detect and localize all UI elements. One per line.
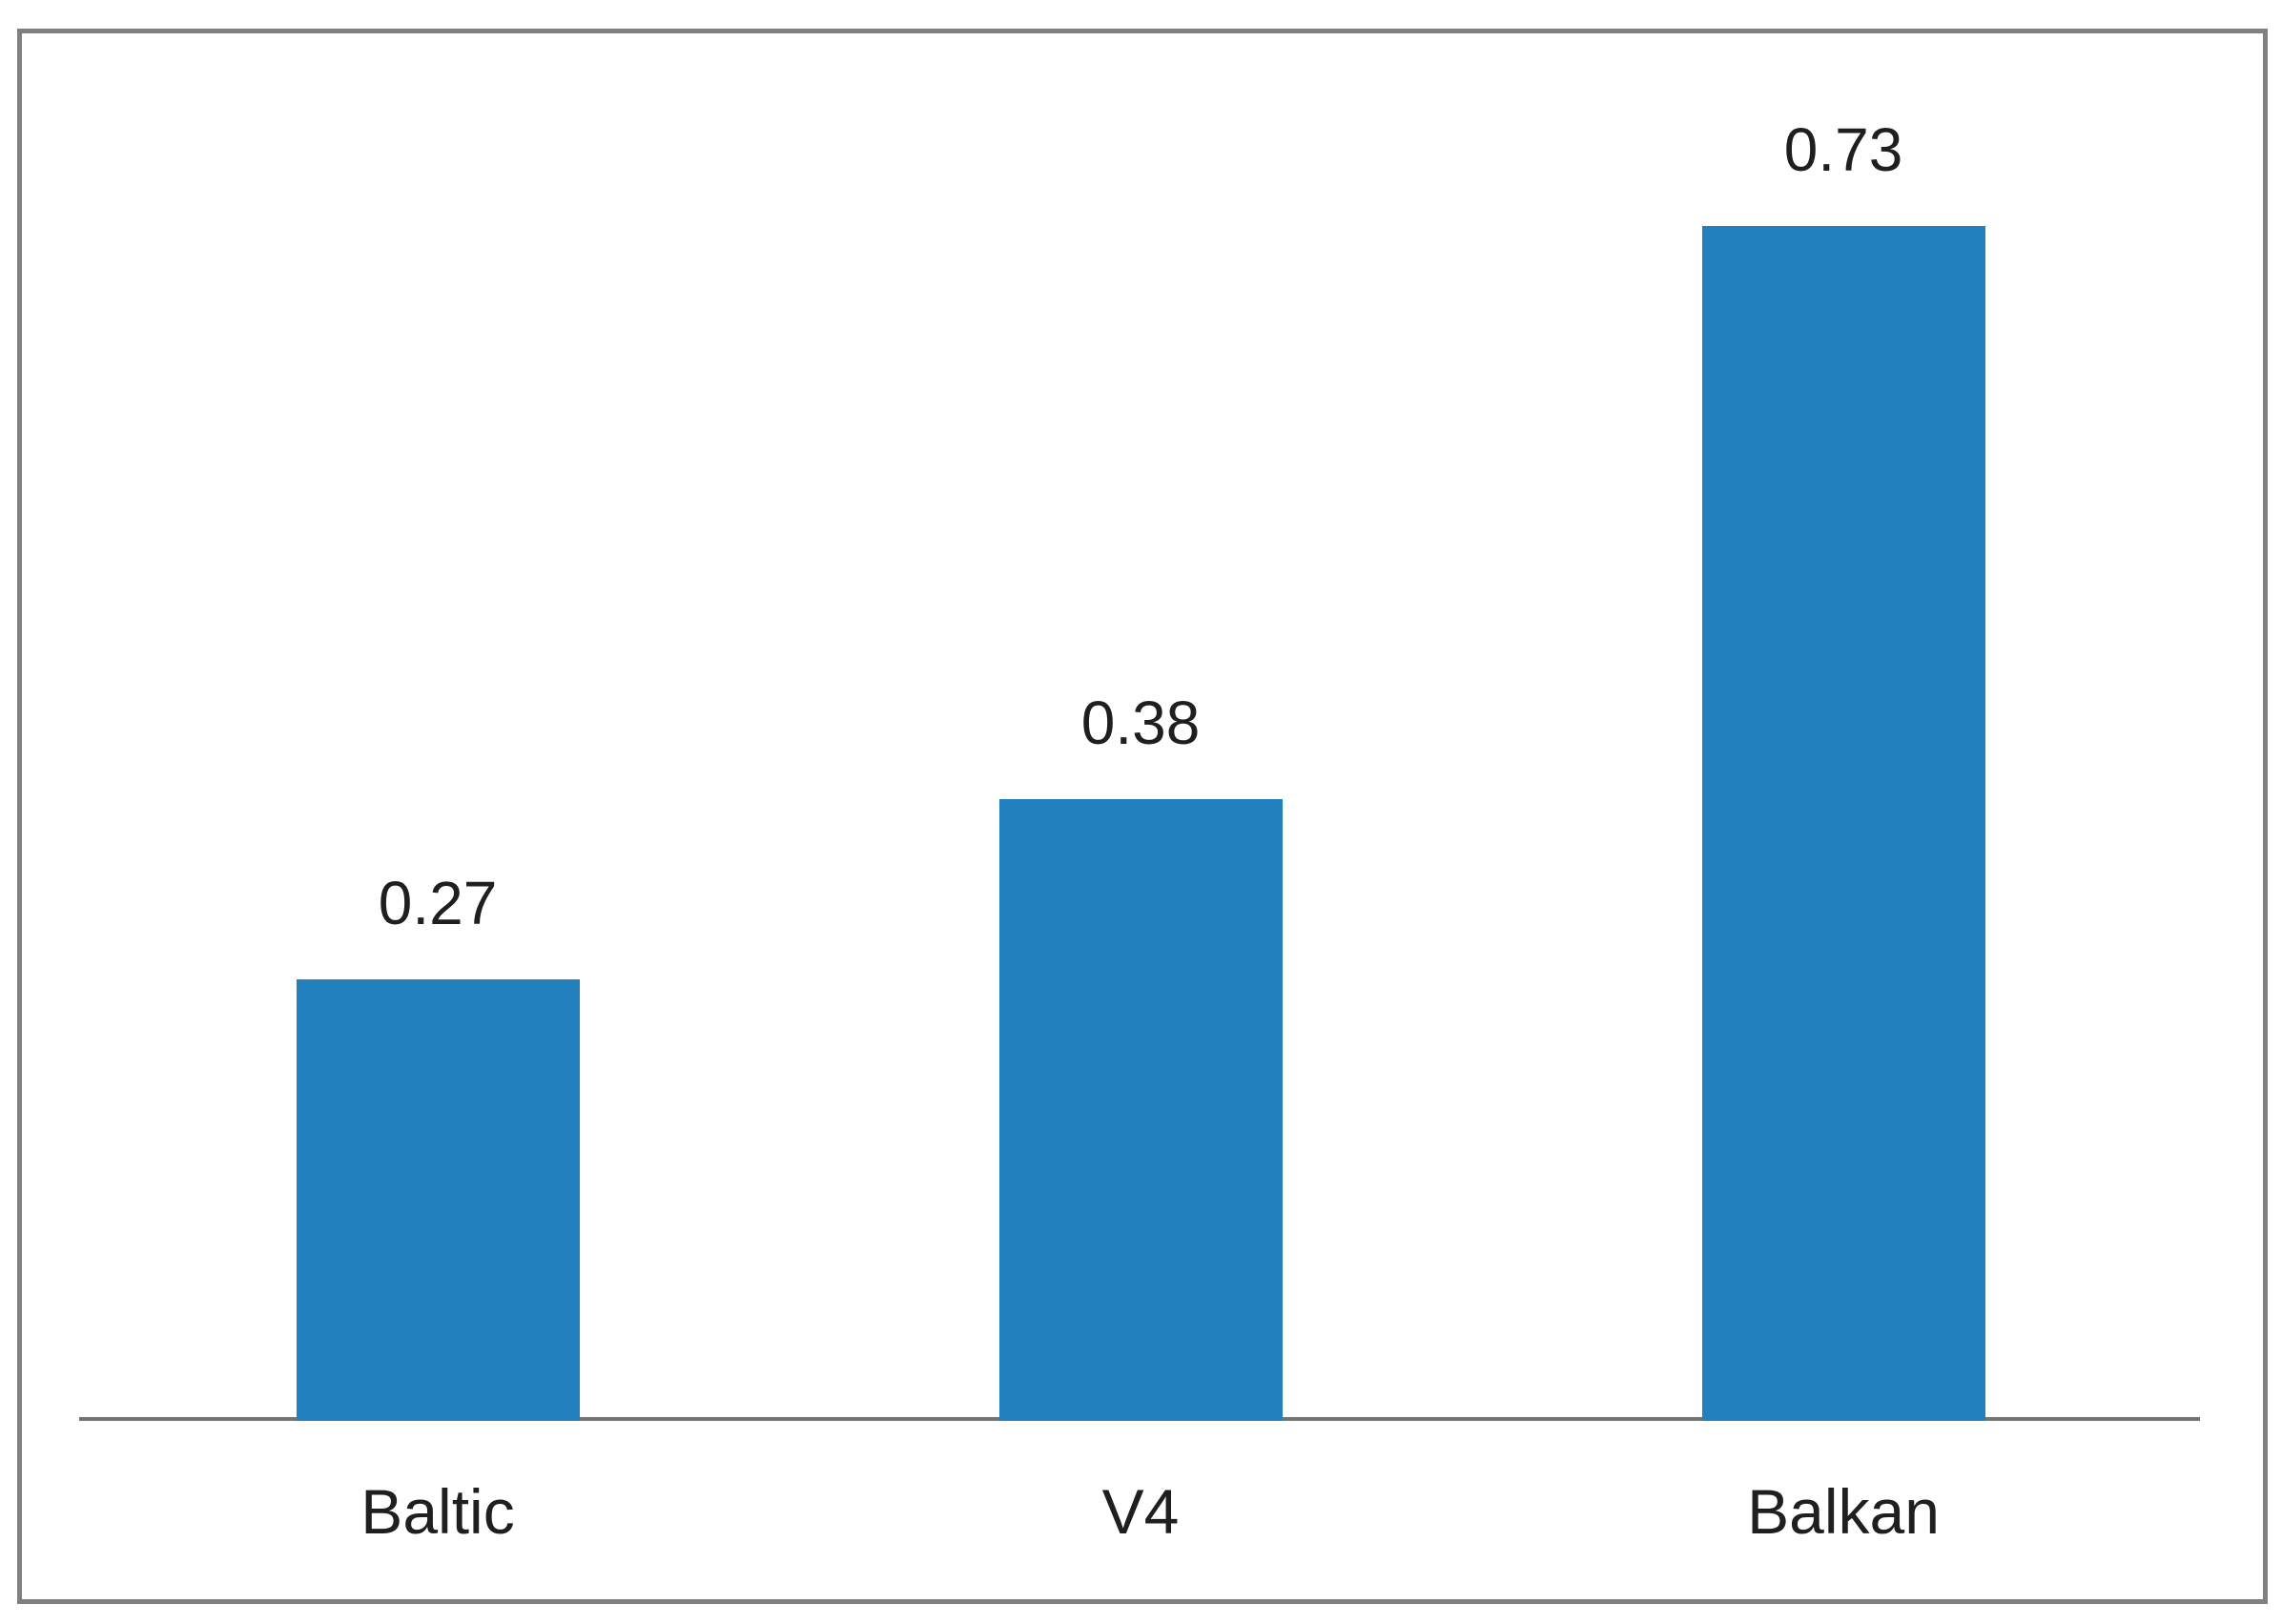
value-label-baltic: 0.27	[378, 869, 498, 937]
value-label-balkan: 0.73	[1783, 115, 1903, 184]
value-label-v4: 0.38	[1080, 689, 1201, 757]
bar-v4	[999, 799, 1283, 1421]
category-label-balkan: Balkan	[1747, 1476, 1940, 1547]
bar-balkan	[1702, 226, 1985, 1421]
bar-baltic	[297, 979, 580, 1421]
category-label-baltic: Baltic	[360, 1476, 515, 1547]
category-label-v4: V4	[1101, 1476, 1180, 1547]
